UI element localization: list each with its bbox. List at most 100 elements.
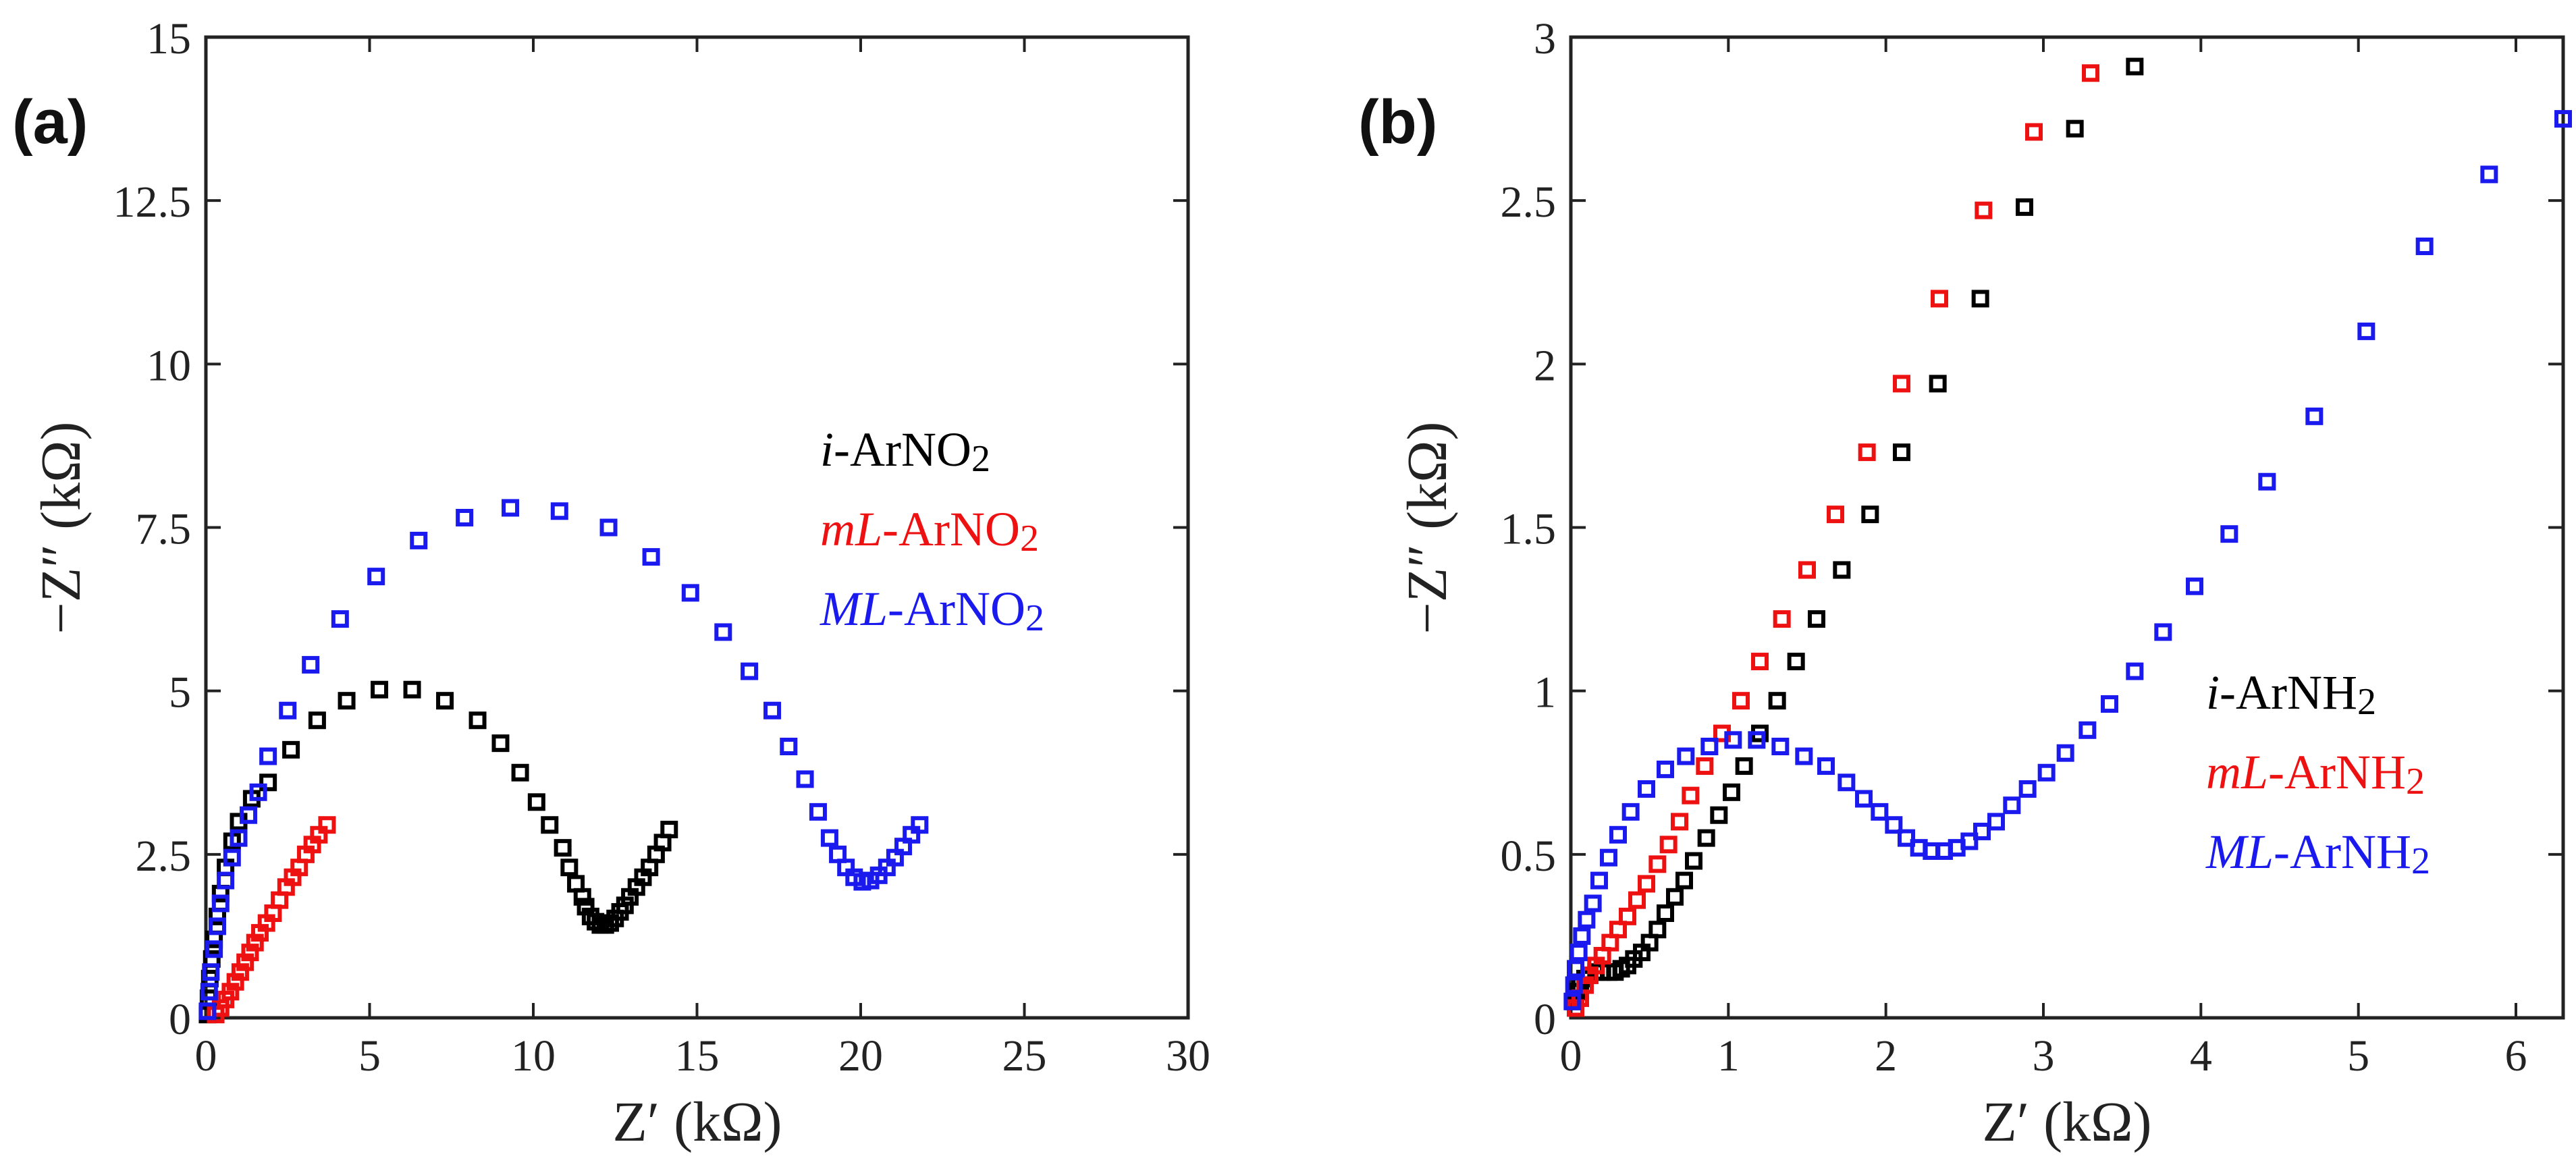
legend-subscript: 2 (2411, 840, 2430, 882)
y-axis-label-a: −Z″ (kΩ) (30, 421, 92, 634)
x-tick-label: 3 (2033, 1031, 2055, 1081)
data-point (282, 740, 300, 759)
data-point (1666, 888, 1684, 906)
data-point (230, 829, 248, 847)
legend-subscript: 2 (971, 438, 990, 480)
data-point (741, 662, 759, 680)
data-point (502, 499, 520, 517)
data-points-b (1563, 57, 2572, 1017)
data-point (1648, 921, 1667, 939)
legend-prefix: i (820, 423, 834, 477)
data-point (681, 584, 699, 602)
data-point (1697, 829, 1715, 847)
data-point (491, 734, 510, 753)
x-tick-label: 15 (675, 1031, 720, 1081)
x-tick-label: 30 (1166, 1031, 1210, 1081)
legend-main: -ArNO (834, 423, 971, 477)
series-mL-ArNH2 (1567, 64, 2099, 1017)
data-point (1893, 375, 1910, 393)
y-tick-label: 15 (146, 14, 191, 63)
data-point (1567, 960, 1584, 978)
data-point (2357, 322, 2376, 340)
x-tick-label: 10 (511, 1031, 556, 1081)
data-point (302, 655, 320, 674)
data-point (2186, 577, 2203, 595)
data-point (1973, 822, 1991, 840)
data-point (198, 1002, 217, 1021)
data-point (1638, 875, 1655, 893)
data-point (1565, 976, 1583, 994)
data-point (1987, 813, 2005, 831)
data-point (371, 680, 389, 699)
y-axis-label-b: −Z″ (kΩ) (1396, 421, 1459, 634)
data-point (1808, 610, 1825, 628)
data-point (2018, 780, 2037, 798)
data-point (599, 518, 618, 537)
y-tick-label: 0 (1534, 995, 1556, 1044)
data-point (1657, 760, 1674, 778)
data-point (1751, 653, 1769, 671)
y-tick-label: 1.5 (1501, 505, 1557, 554)
data-point (208, 917, 226, 935)
legend-prefix: ML (2205, 825, 2274, 879)
y-tick-label: 2.5 (136, 832, 192, 881)
data-point (2078, 721, 2097, 739)
data-point (1696, 757, 1714, 776)
data-point (1609, 825, 1627, 844)
legend-subscript: 2 (1020, 518, 1039, 560)
legend-main: -ArNH (2274, 825, 2411, 879)
ticks-a: 0 5 10 15 20 25 30 0 2.5 5 7.5 10 12.5 15 (113, 14, 1211, 1081)
data-point (259, 747, 277, 765)
data-point (1960, 832, 1979, 850)
data-point (403, 680, 421, 699)
data-point (911, 816, 929, 834)
legend-prefix: ML (820, 582, 888, 636)
series-ML-ArNO2 (198, 499, 929, 1021)
data-point (1971, 290, 1989, 308)
x-tick-label: 4 (2190, 1031, 2212, 1081)
data-point (1638, 780, 1655, 798)
legend-entry: mL-ArNO2 (820, 502, 1039, 560)
legend-entry: i-ArNO2 (820, 423, 990, 480)
data-point (820, 829, 838, 847)
data-point (554, 839, 572, 857)
data-point (2220, 525, 2238, 543)
data-point (2415, 237, 2434, 255)
legend-entry: ML-ArNO2 (820, 582, 1044, 639)
data-point (527, 793, 545, 811)
data-points-a (198, 499, 929, 1024)
data-point (1609, 921, 1627, 939)
data-point (1861, 506, 1879, 524)
y-tick-label: 0.5 (1501, 832, 1557, 881)
data-point (1569, 944, 1588, 962)
data-point (338, 692, 356, 710)
data-point (1931, 290, 1948, 308)
data-point (1817, 757, 1835, 776)
data-point (2101, 695, 2118, 713)
data-point (1795, 747, 1813, 765)
data-point (541, 816, 559, 834)
data-point (1827, 506, 1844, 524)
data-point (1771, 738, 1790, 756)
data-point (2082, 64, 2099, 82)
data-point (2480, 165, 2498, 184)
legend-subscript: 2 (2357, 681, 2376, 723)
data-point (468, 711, 487, 730)
data-point (1590, 871, 1608, 890)
series-i-ArNH2 (1565, 57, 2144, 1010)
data-point (660, 821, 678, 839)
data-point (1671, 813, 1688, 831)
data-point (1578, 910, 1596, 929)
x-tick-label: 25 (1002, 1031, 1047, 1081)
data-point (436, 692, 454, 710)
data-point (1573, 927, 1591, 945)
data-point (240, 806, 258, 824)
data-point (573, 888, 591, 906)
data-point (1732, 692, 1750, 710)
data-point (367, 568, 385, 586)
data-point (809, 803, 827, 821)
x-tick-label: 20 (838, 1031, 883, 1081)
legend-subscript: 2 (1025, 597, 1044, 639)
